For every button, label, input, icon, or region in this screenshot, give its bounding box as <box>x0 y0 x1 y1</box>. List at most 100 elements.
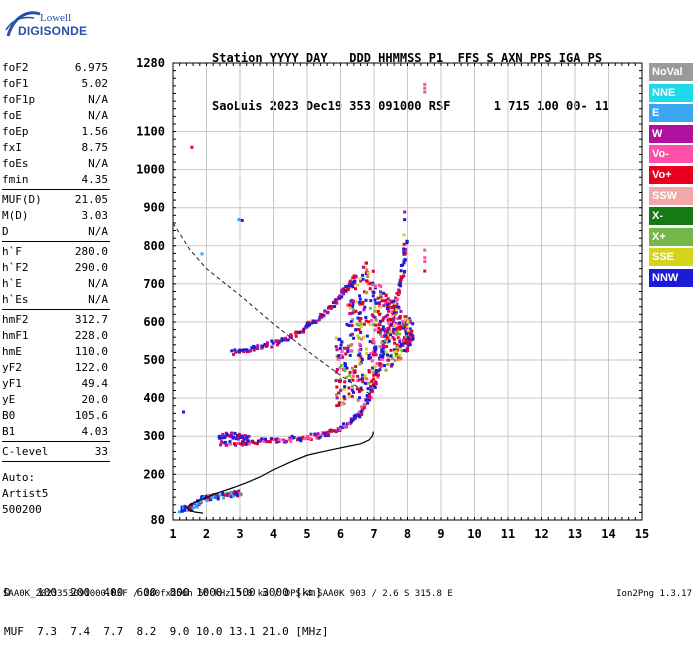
echo-point <box>384 350 388 354</box>
echo-point <box>348 306 352 310</box>
echo-point <box>371 294 375 298</box>
echo-point <box>235 434 239 438</box>
x-tick-label: 12 <box>534 527 548 541</box>
echo-point <box>219 443 223 447</box>
echo-point <box>270 339 274 343</box>
echo-point <box>343 365 347 369</box>
x-tick-label: 9 <box>437 527 444 541</box>
echo-point <box>404 250 408 254</box>
y-tick-label: 900 <box>143 201 165 215</box>
echo-point <box>361 380 365 384</box>
echo-point <box>369 356 373 360</box>
digisonde-logo: Lowell DIGISONDE <box>4 6 104 46</box>
echo-point <box>367 280 371 284</box>
echo-point <box>360 358 364 362</box>
echo-point <box>394 298 398 302</box>
echo-point <box>348 303 352 307</box>
param-row: MUF(D) 21.05 <box>2 192 110 208</box>
echo-point <box>294 330 298 334</box>
echo-point <box>408 327 412 331</box>
echo-point <box>383 298 387 302</box>
echo-point <box>402 250 406 254</box>
echo-point <box>297 330 301 334</box>
echo-point <box>378 312 382 316</box>
param-label: h`F <box>2 245 22 258</box>
echo-point <box>394 331 398 335</box>
echo-point <box>258 439 262 443</box>
echo-point <box>357 353 361 357</box>
echo-point <box>359 386 363 390</box>
echo-point <box>373 328 377 332</box>
echo-point <box>376 375 380 379</box>
echo-point <box>256 347 260 351</box>
echo-point <box>393 301 397 305</box>
echo-point <box>346 349 350 353</box>
echo-point <box>368 340 372 344</box>
echo-point <box>378 345 382 349</box>
param-value: N/A <box>88 277 108 290</box>
echo-point <box>386 299 390 303</box>
echo-point <box>396 317 400 321</box>
echo-point <box>221 432 225 436</box>
echo-point <box>383 301 387 305</box>
echo-point <box>345 366 349 370</box>
echo-point <box>340 295 344 299</box>
echo-point <box>357 348 361 352</box>
echo-point <box>245 350 249 354</box>
echo-point <box>334 336 338 340</box>
echo-point <box>249 440 253 444</box>
echo-point <box>423 260 427 264</box>
echo-point <box>381 318 385 322</box>
echo-point <box>385 303 389 307</box>
param-value: 5.02 <box>81 77 109 90</box>
echo-point <box>371 337 375 341</box>
echo-point <box>366 282 370 286</box>
echo-point <box>194 504 198 508</box>
version-label: Ion2Png 1.3.17 <box>616 589 692 599</box>
echo-point <box>374 347 378 351</box>
echo-point <box>218 436 222 440</box>
echo-point <box>374 353 378 357</box>
echo-point <box>423 90 427 94</box>
echo-point <box>376 330 380 334</box>
echo-point <box>339 343 343 347</box>
echo-point <box>337 337 341 341</box>
param-value: 105.6 <box>74 409 108 422</box>
echo-point <box>397 288 401 292</box>
echo-point <box>358 294 362 298</box>
echo-point <box>286 338 290 342</box>
echo-point <box>237 489 241 493</box>
autoscaling-line: 500200 <box>2 503 42 516</box>
echo-point <box>249 349 253 353</box>
echo-point <box>381 342 385 346</box>
echo-point <box>348 312 352 316</box>
echo-point <box>372 340 376 344</box>
echo-point <box>405 324 409 328</box>
x-tick-label: 15 <box>635 527 649 541</box>
echo-point <box>290 336 294 340</box>
echo-point <box>209 498 213 502</box>
param-row: foF1p N/A <box>2 92 110 108</box>
echo-point <box>363 402 367 406</box>
echo-point <box>402 326 406 330</box>
echo-point <box>268 440 272 444</box>
echo-point <box>365 279 369 283</box>
echo-point <box>402 348 406 352</box>
echo-point <box>423 82 427 86</box>
echo-point <box>340 340 344 344</box>
echo-point <box>267 439 271 443</box>
echo-point <box>423 86 427 90</box>
echo-point <box>397 347 401 351</box>
echo-point <box>371 269 375 273</box>
echo-point <box>359 388 363 392</box>
echo-point <box>398 346 402 350</box>
param-value: 20.0 <box>81 393 109 406</box>
echo-point <box>404 339 408 343</box>
echo-point <box>354 365 358 369</box>
param-label: h`E <box>2 277 22 290</box>
y-tick-label: 400 <box>143 391 165 405</box>
echo-point <box>360 337 364 341</box>
echo-point <box>327 432 331 436</box>
echo-point <box>262 439 266 443</box>
echo-point <box>375 362 379 366</box>
